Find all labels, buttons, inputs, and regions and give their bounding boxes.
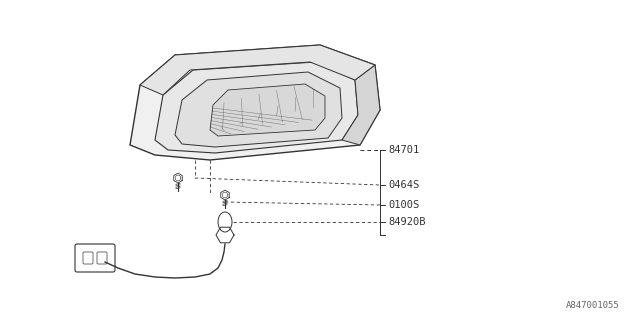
Text: 0464S: 0464S [388, 180, 419, 190]
Polygon shape [210, 84, 325, 136]
Text: 84920B: 84920B [388, 217, 426, 227]
Polygon shape [342, 65, 380, 145]
Text: 84701: 84701 [388, 145, 419, 155]
Polygon shape [155, 62, 358, 153]
Polygon shape [130, 45, 380, 160]
Polygon shape [175, 72, 342, 147]
Text: A847001055: A847001055 [566, 301, 620, 310]
Text: 0100S: 0100S [388, 200, 419, 210]
Polygon shape [140, 45, 375, 95]
